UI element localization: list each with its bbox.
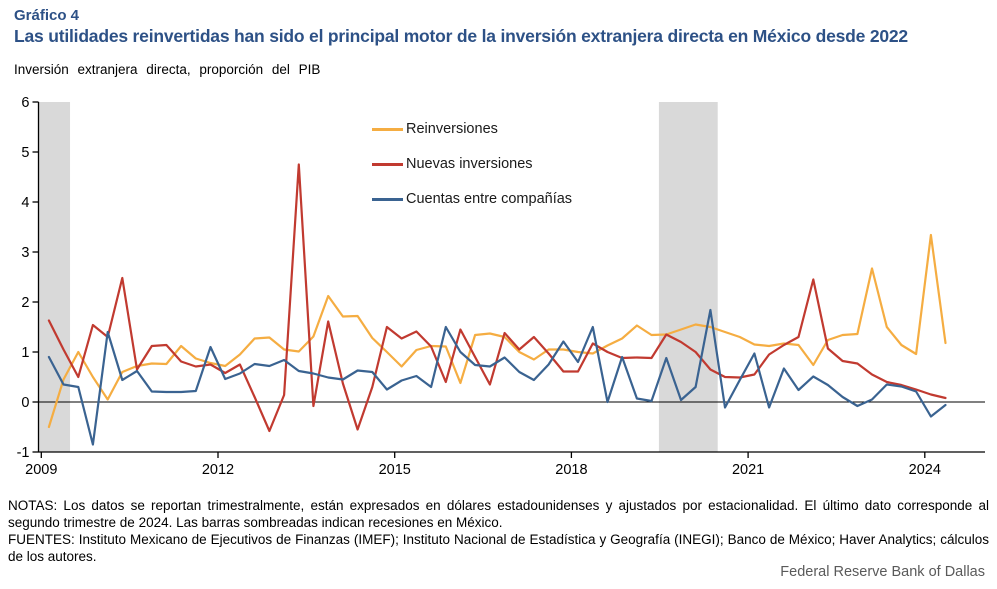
legend-item-nuevas-inversiones: Nuevas inversiones — [372, 154, 592, 174]
series-line-reinversiones — [47, 233, 947, 429]
y-tick-label: 3 — [21, 245, 29, 261]
y-tick-label: 4 — [21, 195, 29, 211]
x-tick-label: 2015 — [379, 462, 411, 475]
notes-block: NOTAS: Los datos se reportan trimestralm… — [8, 497, 989, 565]
legend-item-reinversiones: Reinversiones — [372, 119, 592, 139]
chart-legend: Reinversiones Nuevas inversiones Cuentas… — [372, 119, 592, 224]
notes-text: NOTAS: Los datos se reportan trimestralm… — [8, 498, 989, 530]
series-line-nuevas-inversiones — [47, 163, 947, 433]
legend-label-cuentas-entre-companias: Cuentas entre compañías — [406, 191, 573, 207]
y-tick-label: 0 — [21, 395, 29, 411]
series-line-cuentas-entre-compa-as — [47, 308, 947, 446]
x-tick-label: 2012 — [202, 462, 234, 475]
chart-number-label: Gráfico 4 — [14, 7, 80, 24]
y-tick-label: 6 — [21, 95, 29, 111]
x-tick-label: 2018 — [555, 462, 587, 475]
fdi-chart-area: 6 5 4 3 2 1 0 -1 2009 2012 2015 2018 2021 2024 Reinve… — [0, 85, 997, 475]
cuentas-entre-companias-line-swatch — [372, 197, 403, 201]
footer-branding: Federal Reserve Bank of Dallas — [780, 564, 985, 580]
legend-label-reinversiones: Reinversiones — [406, 121, 498, 137]
x-tick-label: 2024 — [909, 462, 941, 475]
y-tick-label: 1 — [21, 345, 29, 361]
legend-label-nuevas-inversiones: Nuevas inversiones — [406, 156, 533, 172]
recession-band — [658, 102, 718, 452]
y-tick-label: 2 — [21, 295, 29, 311]
reinversiones-line-swatch — [372, 127, 403, 131]
y-axis-unit-label: Inversión extranjera directa, proporción… — [14, 62, 321, 77]
recession-band — [38, 102, 71, 452]
nuevas-inversiones-line-swatch — [372, 162, 403, 166]
page-title: Las utilidades reinvertidas han sido el … — [14, 26, 908, 46]
x-tick-label: 2021 — [732, 462, 764, 475]
y-tick-label: 5 — [21, 145, 29, 161]
sources-text: FUENTES: Instituto Mexicano de Ejecutivo… — [8, 532, 989, 564]
legend-item-cuentas-entre-companias: Cuentas entre compañías — [372, 189, 592, 209]
x-tick-label: 2009 — [25, 462, 57, 475]
y-tick-label: -1 — [17, 445, 30, 461]
